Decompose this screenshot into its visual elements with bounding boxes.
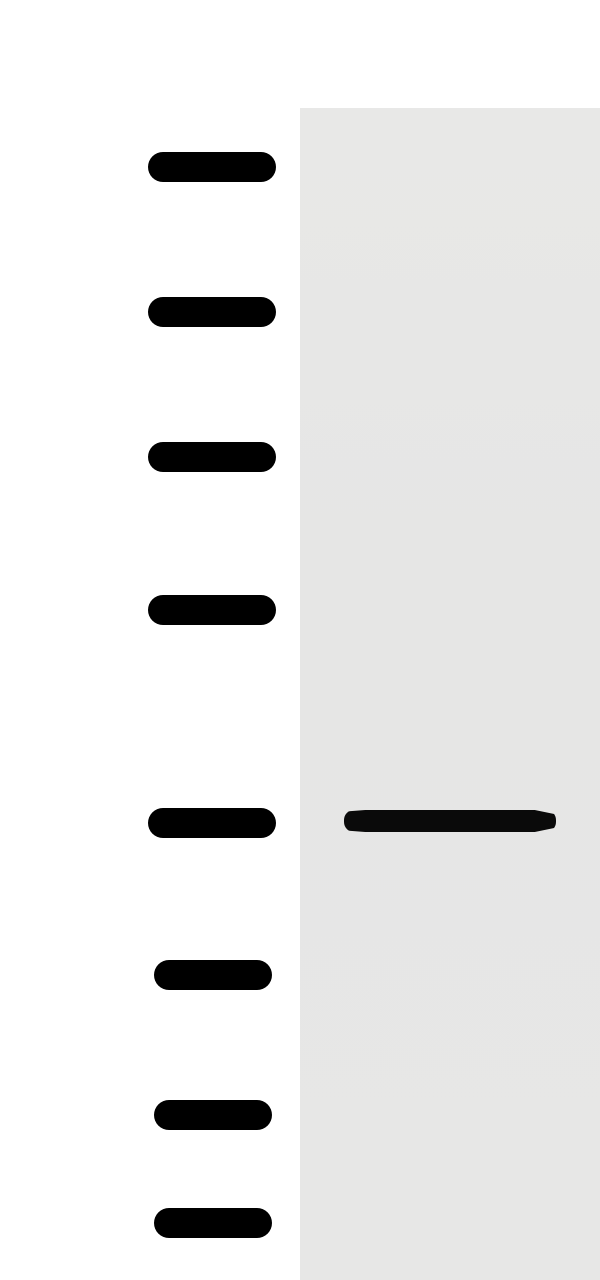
ladder-marker [154,1100,272,1130]
ladder-marker [148,595,276,625]
ladder-marker [148,442,276,472]
ladder-marker [148,808,276,838]
detected-band [344,810,556,832]
ladder-marker [154,960,272,990]
blot-canvas [0,0,600,1280]
ladder-marker [154,1208,272,1238]
lane-background [300,108,600,1280]
ladder-panel [0,0,300,1280]
ladder-marker [148,152,276,182]
ladder-marker [148,297,276,327]
sample-lane-panel [300,108,600,1280]
